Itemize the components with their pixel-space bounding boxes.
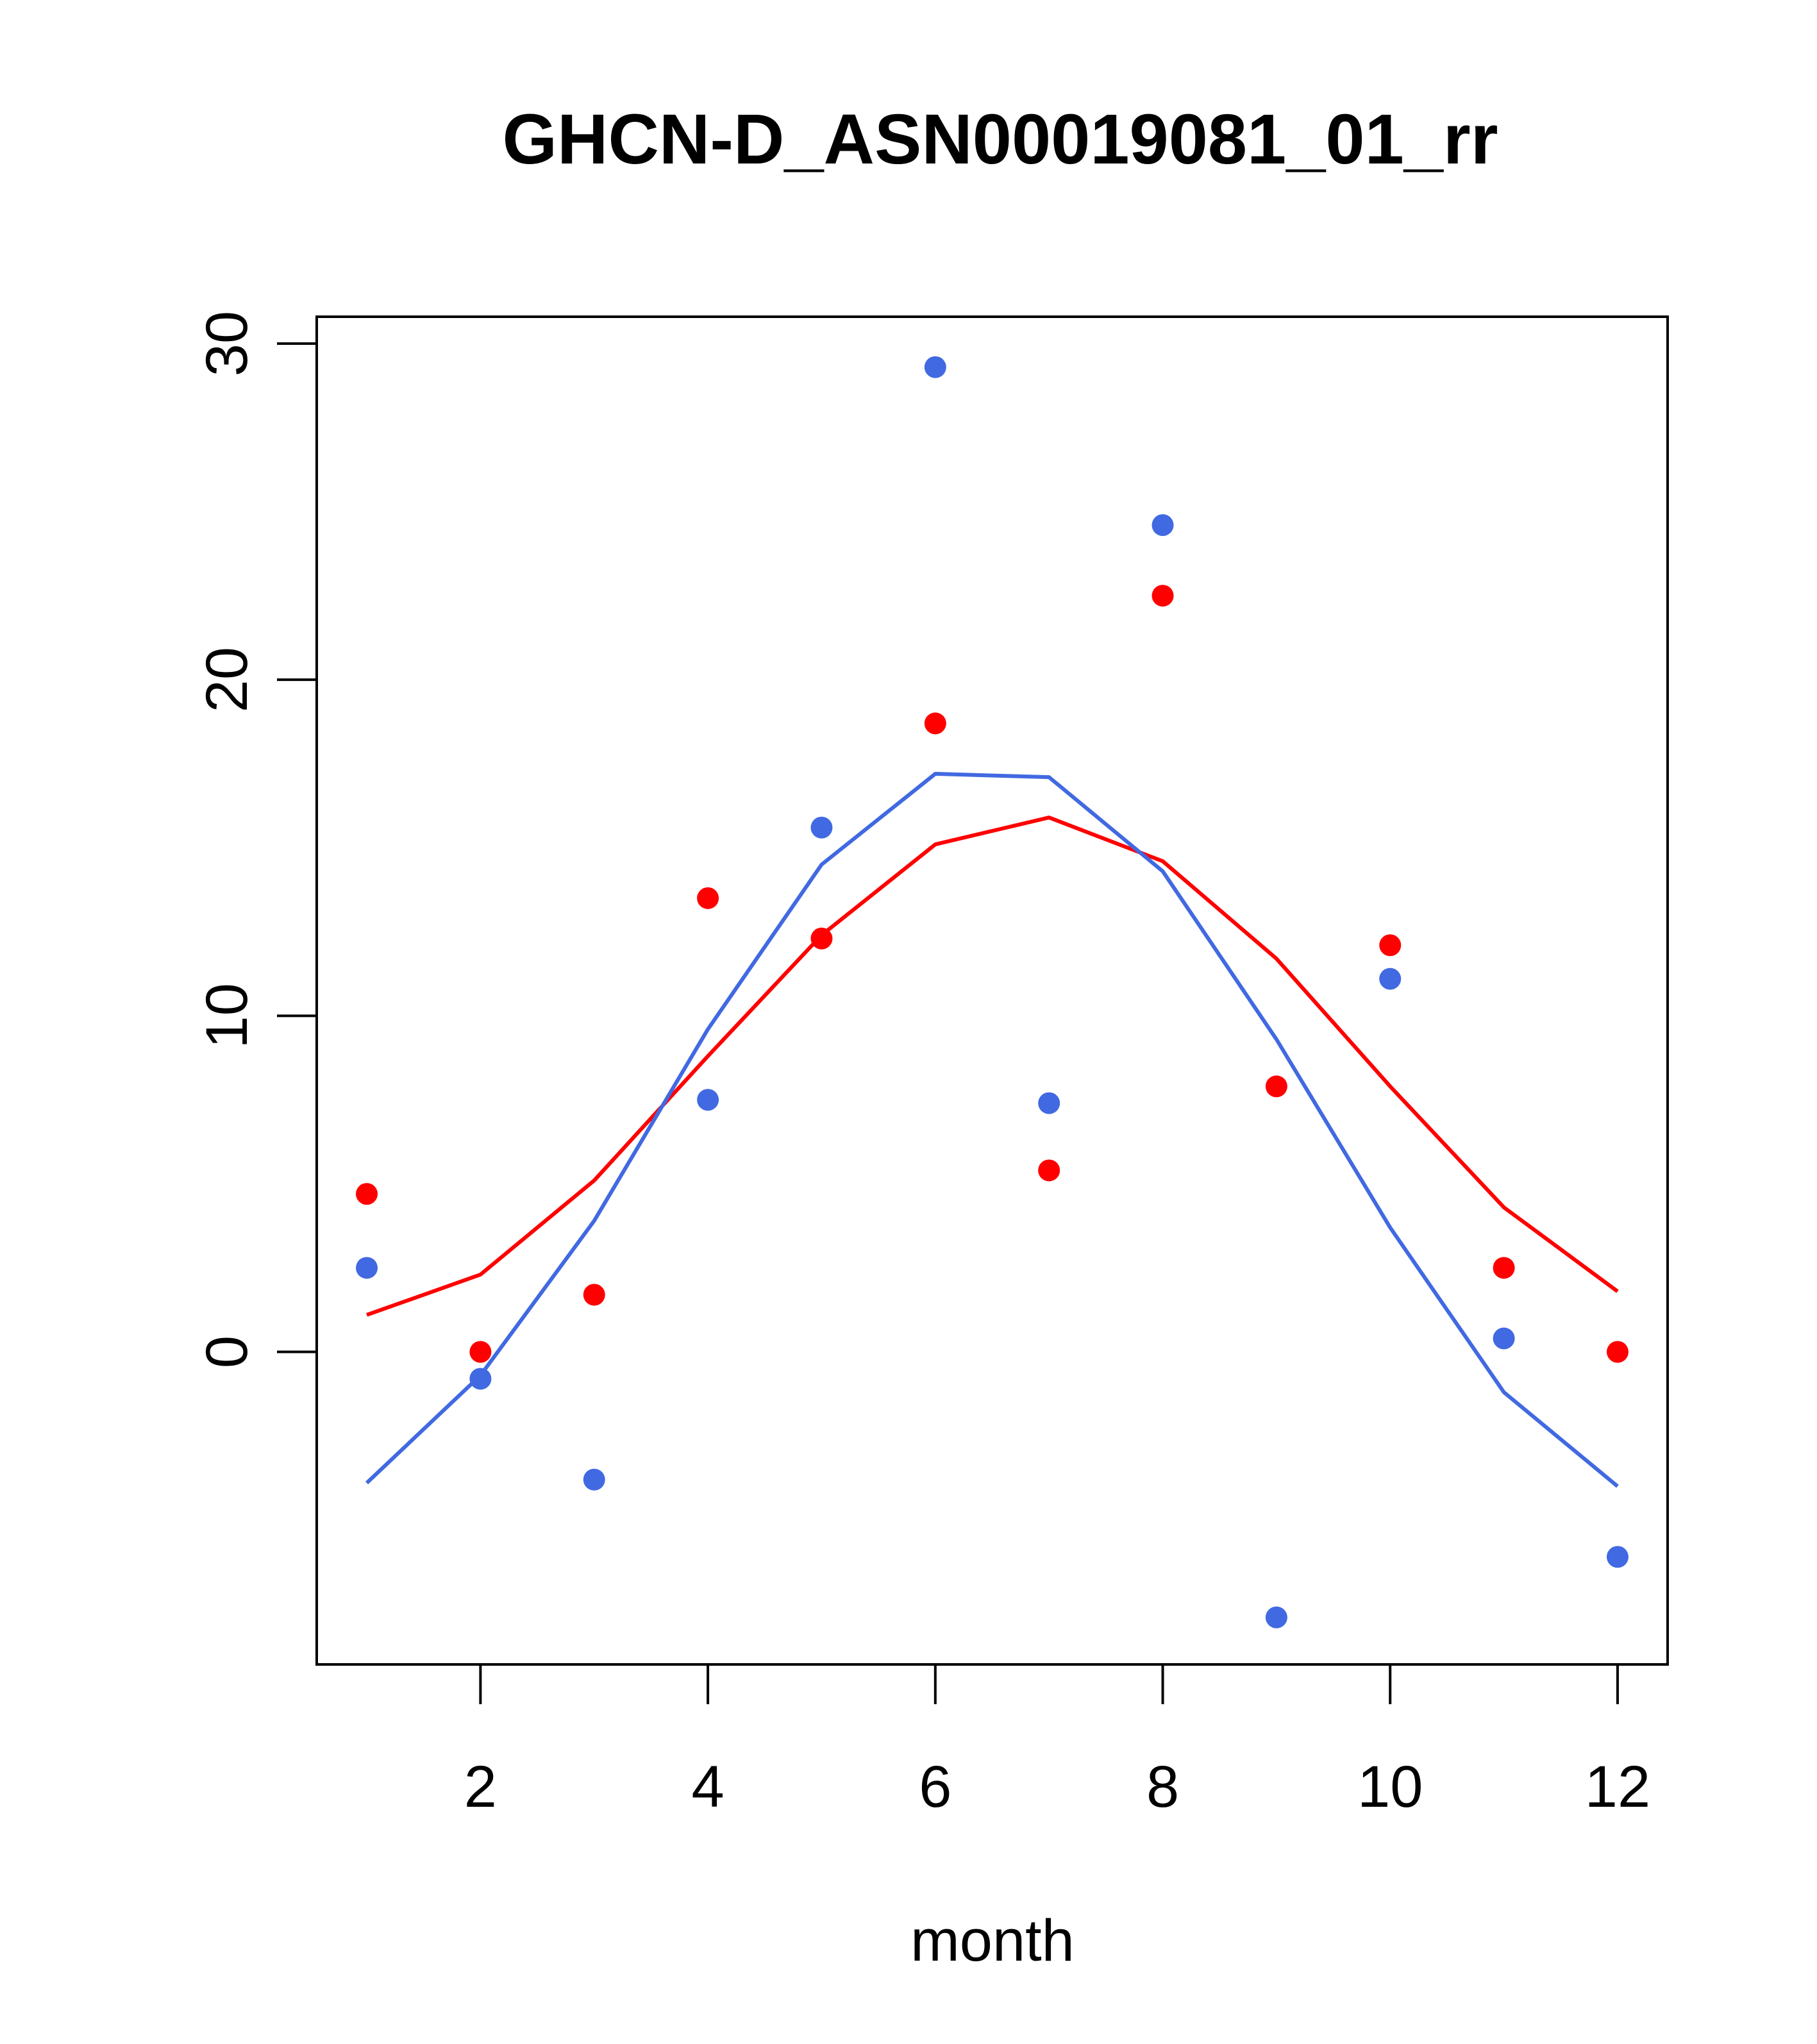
series-1-point — [583, 1284, 605, 1306]
series-1-point — [1265, 1075, 1287, 1098]
series-1-point — [1379, 934, 1402, 957]
y-axis: 0 10 20 30 — [194, 311, 318, 1368]
x-tick-label: 6 — [919, 1754, 951, 1820]
series-1-point — [356, 1183, 378, 1205]
series-2-point — [469, 1368, 492, 1390]
x-axis-label: month — [910, 1908, 1075, 1973]
chart-title: GHCN-D_ASN00019081_01_rr — [502, 100, 1498, 179]
plot-frame — [315, 315, 1669, 1666]
series-1-point — [924, 712, 946, 735]
x-tick-label: 8 — [1146, 1754, 1179, 1820]
y-tick-label: 10 — [194, 983, 260, 1048]
y-tick-label: 30 — [194, 311, 260, 376]
x-tick-label: 12 — [1585, 1754, 1650, 1820]
series-1-line — [366, 816, 1619, 1317]
y-tick-label: 20 — [194, 647, 260, 712]
series-2-line — [365, 771, 1619, 1488]
series-2-point — [583, 1468, 605, 1491]
x-axis: 2 4 6 8 10 12 — [464, 1663, 1650, 1820]
x-tick-label: 4 — [692, 1754, 724, 1820]
series-2-point — [1379, 968, 1402, 990]
series-1-point — [469, 1341, 492, 1363]
series-1-point — [1038, 1159, 1060, 1182]
series-2-point — [1265, 1606, 1287, 1629]
series-2-point — [1493, 1327, 1515, 1350]
series-2-point — [697, 1089, 719, 1111]
series-1-point — [697, 887, 719, 909]
series-layer — [356, 356, 1629, 1629]
y-tick-label: 0 — [194, 1336, 260, 1368]
series-1-point — [1151, 585, 1174, 607]
series-2-point — [810, 816, 833, 839]
series-2-point — [1038, 1092, 1060, 1114]
x-tick-label: 2 — [464, 1754, 497, 1820]
series-2-point — [1151, 514, 1174, 536]
series-2-point — [356, 1257, 378, 1279]
series-1-point — [1606, 1341, 1629, 1363]
series-1-point — [1493, 1257, 1515, 1279]
series-2-point — [1606, 1546, 1629, 1568]
x-tick-label: 10 — [1357, 1754, 1423, 1820]
series-2-point — [924, 356, 946, 378]
series-1-point — [810, 927, 833, 950]
